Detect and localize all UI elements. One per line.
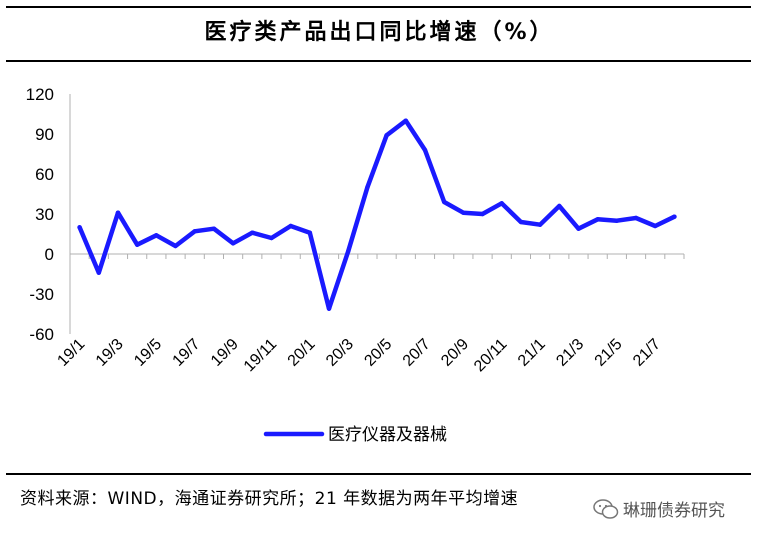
x-axis: 19/1 19/3 19/5 19/7 19/919/11 20/1 20/3 20/5 20/… (54, 253, 685, 376)
x-tick-label: 21/7 (630, 336, 664, 370)
data-point (134, 242, 140, 247)
data-point (518, 219, 524, 225)
data-point (403, 118, 408, 123)
x-tick-label: 19/9 (208, 336, 242, 370)
x-tick-label: 20/9 (438, 336, 472, 370)
data-point (269, 235, 274, 241)
data-point (614, 218, 620, 223)
data-point (537, 222, 543, 227)
data-point (326, 306, 332, 311)
x-tick-label: 20/5 (361, 336, 395, 370)
y-tick-label: 0 (45, 245, 54, 264)
bottom-rule (6, 473, 751, 475)
x-tick-label: 21/5 (592, 336, 626, 370)
watermark: 琳珊债券研究 (593, 496, 725, 521)
y-tick-label: 30 (35, 205, 54, 224)
x-tick-label: 20/1 (285, 336, 319, 370)
data-point (230, 241, 236, 246)
data-point (441, 199, 447, 205)
series-line (77, 118, 677, 311)
x-tick-label: 19/11 (241, 336, 281, 376)
y-axis: 120 90 60 30 0 -30 -60 (26, 85, 71, 344)
y-tick-label: 60 (35, 165, 54, 184)
data-point (192, 229, 197, 234)
x-tick-label: 19/5 (131, 336, 165, 370)
series-layer (77, 118, 677, 311)
data-point (557, 203, 562, 209)
y-tick-label: 90 (35, 125, 54, 144)
x-tick-label: 20/7 (400, 336, 434, 370)
data-point (499, 201, 504, 206)
data-point (173, 243, 178, 249)
x-tick-label: 21/1 (515, 336, 549, 370)
data-point (115, 210, 121, 215)
data-point (346, 249, 351, 254)
chart-title: 医疗类产品出口同比增速（%） (204, 20, 555, 45)
watermark-text: 琳珊债券研究 (623, 501, 725, 521)
wechat-icon (593, 498, 619, 519)
data-point (307, 230, 313, 235)
x-tick-label: 20/11 (471, 336, 511, 376)
data-point (154, 233, 159, 238)
data-point (633, 215, 639, 221)
x-tick-label: 21/3 (553, 336, 587, 370)
data-point (77, 225, 82, 230)
data-point (576, 226, 581, 231)
legend-label: 医疗仪器及器械 (328, 425, 447, 445)
line-chart: 120 90 60 30 0 -30 -60 19/1 19/3 19/5 19/7 19/919/… (26, 85, 685, 445)
data-point (96, 270, 101, 275)
data-point (288, 223, 293, 229)
x-tick-label: 20/3 (323, 336, 357, 370)
data-point (211, 226, 217, 231)
data-point (461, 210, 466, 215)
x-tick-label: 19/7 (170, 336, 204, 370)
data-point (384, 133, 389, 138)
data-point (480, 211, 485, 217)
data-point (672, 214, 677, 219)
title-rule (6, 60, 751, 62)
data-point (422, 147, 428, 153)
data-point (250, 230, 255, 235)
y-tick-label: -60 (29, 325, 54, 344)
x-tick-label: 19/3 (93, 336, 127, 370)
data-point (653, 223, 658, 229)
legend: 医疗仪器及器械 (263, 425, 447, 445)
y-tick-label: 120 (26, 85, 54, 104)
data-point (595, 217, 600, 222)
data-point (365, 185, 370, 190)
x-tick-label: 19/1 (54, 336, 88, 370)
top-rule (6, 6, 751, 8)
source-note: 资料来源：WIND，海通证券研究所；21 年数据为两年平均增速 (20, 489, 519, 509)
y-tick-label: -30 (29, 285, 54, 304)
